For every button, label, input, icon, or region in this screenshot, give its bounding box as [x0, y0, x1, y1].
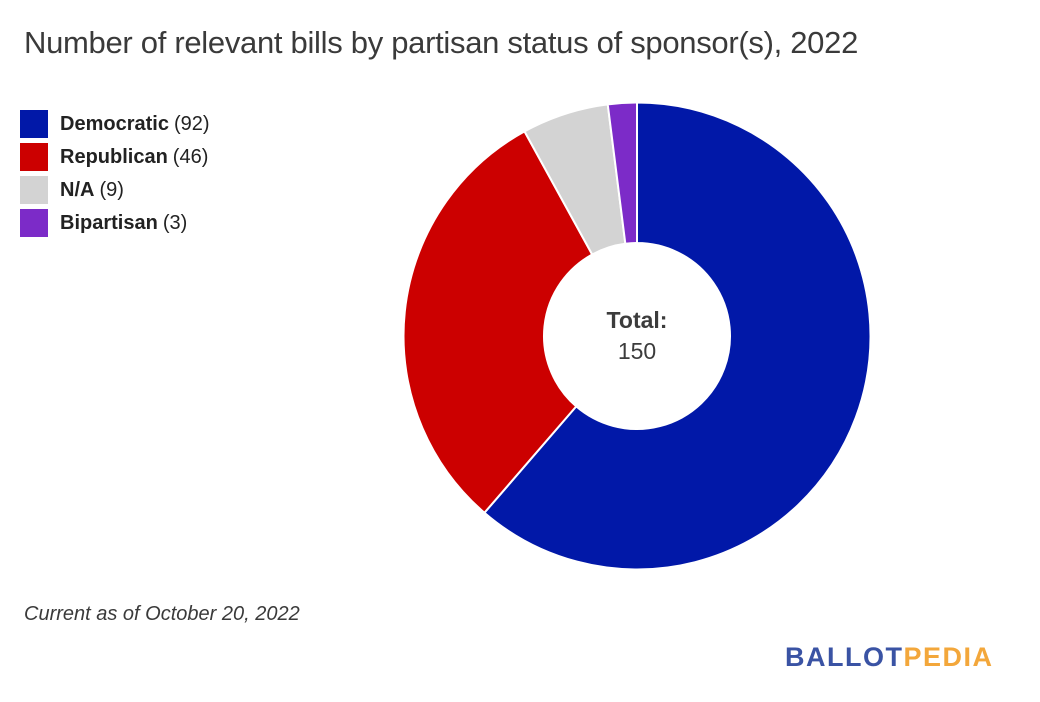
total-label: Total: — [606, 306, 668, 333]
pie-slice-republican[interactable] — [402, 130, 594, 515]
legend-label-bipartisan: Bipartisan (3) — [60, 211, 188, 234]
legend-label-na: N/A (9) — [60, 178, 124, 201]
current-as-of-note: Current as of October 20, 2022 — [24, 603, 300, 625]
logo-pedia-text: PEDIA — [903, 642, 994, 672]
pie-slice-democratic[interactable] — [483, 101, 872, 571]
pie-slice-bipartisan[interactable] — [606, 101, 638, 245]
page-title: Number of relevant bills by partisan sta… — [24, 25, 859, 60]
legend-item-na: N/A (9) — [20, 176, 210, 204]
legend-item-democratic: Democratic (92) — [20, 110, 210, 138]
legend-item-republican: Republican (46) — [20, 143, 210, 171]
legend: Democratic (92) Republican (46) N/A (9) Bip… — [20, 110, 210, 242]
ballotpedia-logo: BALLOTPEDIA — [785, 642, 994, 673]
donut-center-label: Total: 150 — [607, 305, 668, 367]
logo-ballot-text: BALLOT — [785, 642, 904, 672]
legend-swatch-republican — [20, 143, 48, 171]
legend-label-democratic: Democratic (92) — [60, 112, 210, 135]
legend-label-republican: Republican (46) — [60, 145, 209, 168]
legend-swatch-democratic — [20, 110, 48, 138]
legend-swatch-na — [20, 176, 48, 204]
legend-swatch-bipartisan — [20, 209, 48, 237]
legend-item-bipartisan: Bipartisan (3) — [20, 209, 210, 237]
total-value: 150 — [617, 338, 657, 364]
